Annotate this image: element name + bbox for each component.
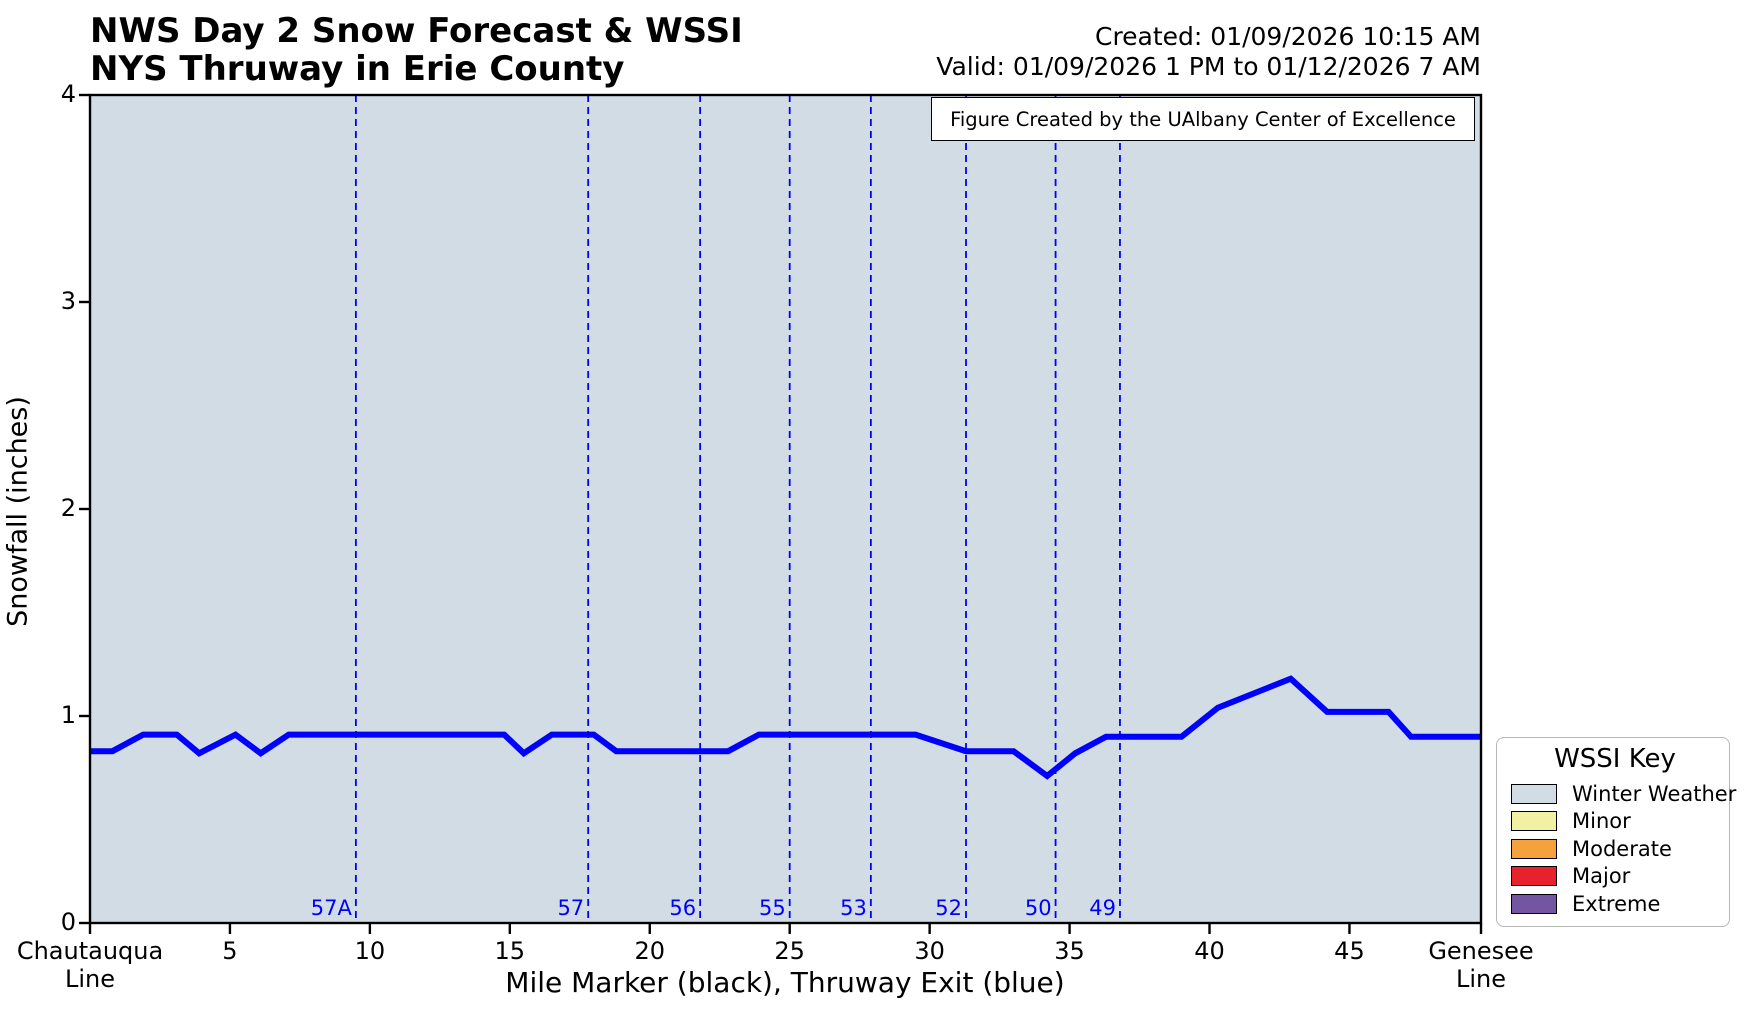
- chart-title-line1: NWS Day 2 Snow Forecast & WSSI: [90, 11, 743, 51]
- exit-label-56: 56: [669, 896, 697, 920]
- legend-item-major: Major: [1511, 863, 1729, 891]
- x-tick-label-25: 25: [774, 937, 805, 965]
- legend-item-moderate: Moderate: [1511, 835, 1729, 863]
- x-tick-label-35: 35: [1054, 937, 1085, 965]
- exit-label-49: 49: [1089, 896, 1116, 920]
- legend-label: Major: [1572, 864, 1631, 889]
- credit-box: Figure Created by the UAlbany Center of …: [931, 97, 1475, 141]
- x-axis-label: Mile Marker (black), Thruway Exit (blue): [505, 966, 1065, 999]
- exit-label-55: 55: [758, 896, 786, 920]
- legend-label: Winter Weather: [1572, 781, 1737, 806]
- plot-border: [88, 93, 1483, 925]
- y-tick-label-3: 3: [60, 287, 76, 315]
- legend-item-extreme: Extreme: [1511, 890, 1729, 918]
- legend-swatch-extreme: [1511, 893, 1557, 914]
- x-endpoint-label-genesee: Genesee Line: [1428, 937, 1534, 993]
- x-tick-label-20: 20: [634, 937, 666, 965]
- credit-text: Figure Created by the UAlbany Center of …: [950, 107, 1456, 131]
- exit-label-52: 52: [935, 896, 963, 920]
- legend-items: Winter Weather Minor Moderate Major Extreme: [1511, 780, 1736, 918]
- created-timestamp: Created: 01/09/2026 10:15 AM: [1094, 22, 1481, 51]
- legend-item-winter-weather: Winter Weather: [1511, 780, 1736, 808]
- x-tick-label-45: 45: [1334, 937, 1365, 965]
- x-tick-label-5: 5: [222, 937, 238, 965]
- exit-label-53: 53: [840, 896, 867, 920]
- wssi-winter-weather-region: [90, 95, 1481, 923]
- snowfall-forecast-line: [90, 675, 1481, 780]
- chart-title: NWS Day 2 Snow Forecast & WSSI NYS Thruw…: [90, 12, 743, 88]
- x-tick-label-15: 15: [494, 937, 526, 965]
- legend-swatch-winter-weather: [1511, 783, 1557, 804]
- legend-swatch-moderate: [1511, 838, 1557, 859]
- y-tick-label-1: 1: [60, 701, 76, 729]
- x-tick-label-30: 30: [914, 937, 945, 965]
- valid-period: Valid: 01/09/2026 1 PM to 01/12/2026 7 A…: [936, 52, 1481, 81]
- wssi-legend: WSSI Key Winter Weather Minor Moderate Majo…: [1496, 737, 1736, 927]
- chart-title-line2: NYS Thruway in Erie County: [90, 49, 625, 89]
- legend-title: WSSI Key: [1554, 744, 1676, 774]
- legend-item-minor: Minor: [1511, 808, 1729, 836]
- legend-swatch-major: [1511, 866, 1557, 887]
- legend-label: Moderate: [1572, 836, 1672, 861]
- legend-label: Extreme: [1572, 891, 1661, 916]
- x-endpoint-label-chautauqua: Chautauqua Line: [16, 937, 164, 993]
- y-tick-label-2: 2: [60, 494, 76, 522]
- y-tick-label-4: 4: [60, 80, 76, 108]
- exit-label-57A: 57A: [310, 896, 352, 920]
- exit-label-57: 57: [557, 896, 585, 920]
- y-tick-label-0: 0: [60, 908, 76, 936]
- x-tick-label-40: 40: [1194, 937, 1225, 965]
- legend-swatch-minor: [1511, 811, 1557, 832]
- legend-label: Minor: [1572, 809, 1631, 834]
- exit-label-50: 50: [1024, 896, 1052, 920]
- x-tick-label-10: 10: [354, 937, 386, 965]
